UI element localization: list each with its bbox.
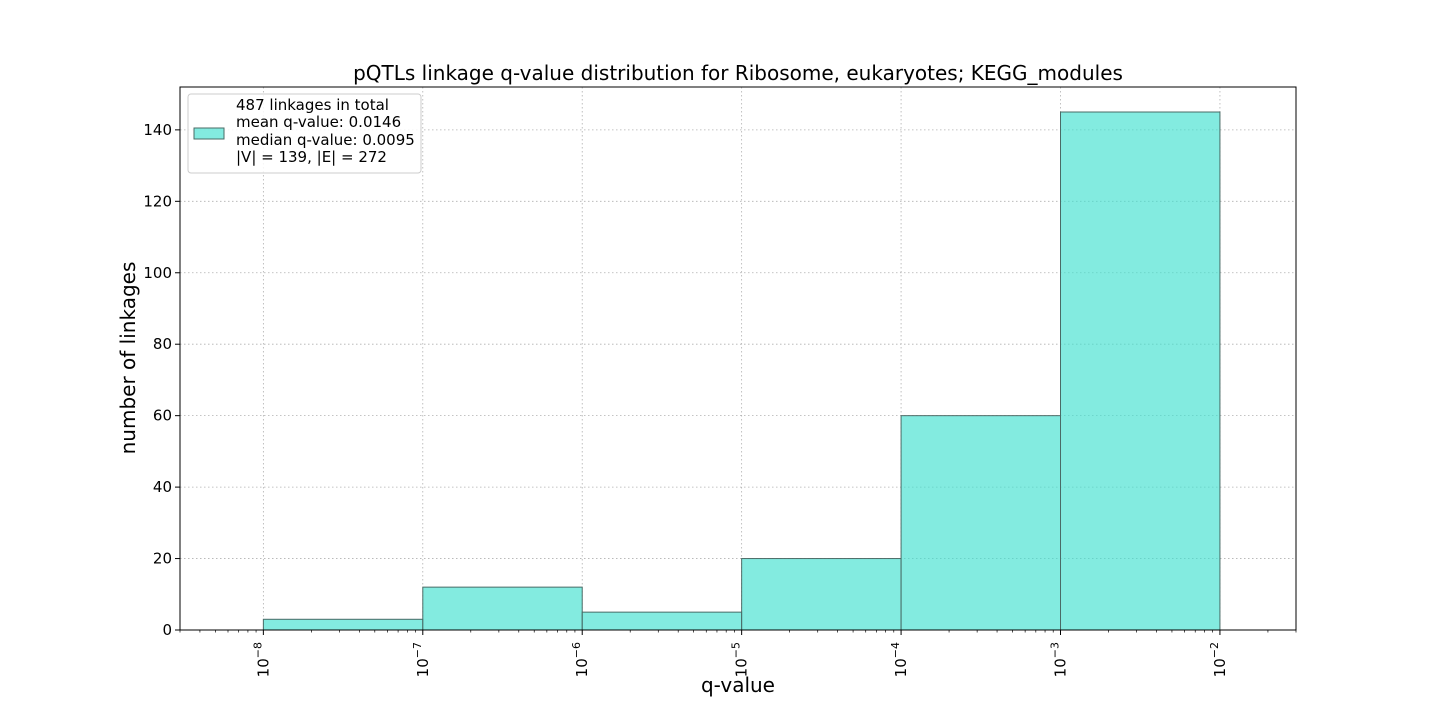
x-axis-ticks: 10−810−710−610−510−410−310−2	[179, 630, 1297, 677]
x-tick-label: 10−4	[889, 642, 910, 677]
legend-line: median q-value: 0.0095	[236, 131, 415, 149]
x-tick-label: 10−7	[411, 642, 432, 677]
y-tick-label: 40	[153, 478, 172, 496]
histogram-bar	[581, 611, 743, 631]
y-tick-label: 60	[153, 407, 172, 425]
histogram-bar	[741, 558, 902, 631]
svg-text:10−8: 10−8	[251, 642, 272, 677]
x-tick-label: 10−8	[251, 642, 272, 677]
y-tick-label: 100	[143, 264, 172, 282]
histogram-bar	[262, 618, 424, 631]
x-tick-label: 10−3	[1049, 642, 1070, 677]
y-tick-label: 20	[153, 550, 172, 568]
y-tick-label: 120	[143, 192, 172, 210]
histogram-bars	[262, 111, 1221, 631]
y-tick-label: 140	[143, 121, 172, 139]
histogram-bar	[422, 586, 583, 631]
y-axis-label: number of linkages	[116, 262, 140, 455]
legend-line: |V| = 139, |E| = 272	[236, 148, 387, 166]
legend: 487 linkages in total mean q-value: 0.01…	[187, 93, 422, 174]
x-tick-label: 10−2	[1208, 642, 1229, 677]
x-axis-label: q-value	[701, 673, 775, 697]
svg-text:10−4: 10−4	[889, 642, 910, 677]
x-tick-label: 10−6	[570, 642, 591, 677]
legend-swatch	[193, 127, 225, 140]
svg-text:10−2: 10−2	[1208, 642, 1229, 677]
legend-box	[187, 93, 422, 174]
plot-frame	[179, 86, 1297, 631]
legend-line: 487 linkages in total	[236, 96, 389, 114]
y-tick-label: 0	[162, 621, 172, 639]
histogram-bar	[1060, 111, 1221, 631]
y-tick-label: 80	[153, 335, 172, 353]
y-axis-ticks: 0 20 40 60 80 100 120 140	[143, 121, 180, 639]
legend-line: mean q-value: 0.0146	[236, 113, 401, 131]
histogram-bar	[900, 415, 1062, 631]
svg-text:10−3: 10−3	[1049, 642, 1070, 677]
svg-text:10−7: 10−7	[411, 642, 432, 677]
svg-text:10−6: 10−6	[570, 642, 591, 677]
chart-title: pQTLs linkage q-value distribution for R…	[353, 61, 1123, 85]
